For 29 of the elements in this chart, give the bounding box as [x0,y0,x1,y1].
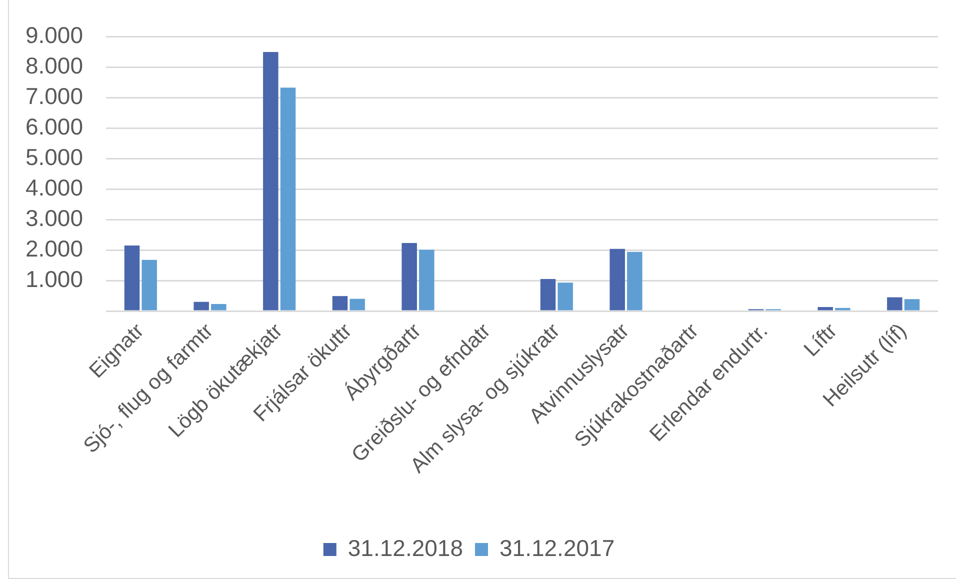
bar [558,282,573,310]
y-tick-label: 5.000 [25,144,83,170]
bar [263,52,278,310]
bar [540,279,556,310]
bar [402,243,417,310]
legend-label: 31.12.2017 [500,534,615,561]
y-tick-label: 2.000 [25,235,83,262]
bar [610,248,625,310]
y-tick-label: 3.000 [25,204,83,231]
bar [904,299,920,310]
bar [211,304,226,310]
bar [835,308,850,310]
bar [350,298,365,310]
bar [124,245,140,310]
bar [818,307,833,310]
y-tick-label: 8.000 [25,52,83,79]
bar [627,252,642,310]
bar [332,296,348,310]
y-tick-label: 4.000 [25,174,83,200]
y-tick-label: 7.000 [25,83,83,110]
legend-label: 31.12.2018 [348,534,464,561]
bar [142,260,157,310]
y-tick-label: 1.000 [25,266,83,292]
bar [887,297,902,310]
bar [194,302,209,310]
y-tick-label: 9.000 [25,22,83,48]
bar [419,250,434,310]
y-tick-label: 6.000 [25,114,83,140]
bar [280,88,296,310]
